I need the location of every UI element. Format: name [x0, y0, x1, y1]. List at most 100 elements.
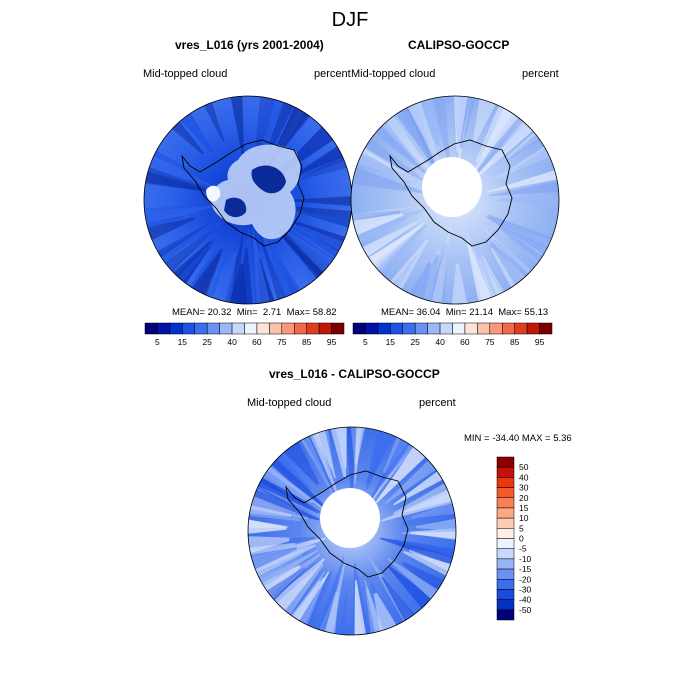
field-streak [388, 566, 437, 613]
field-streak [399, 464, 444, 498]
field-streak [401, 532, 456, 539]
colorbar-swatch [496, 517, 515, 529]
colorbar-swatch [496, 558, 515, 570]
field-streak [153, 233, 198, 266]
field-streak [430, 96, 450, 166]
field-streak [381, 434, 416, 483]
panel3-stats: MIN = -34.40 MAX = 5.36 [464, 433, 572, 444]
colorbar-swatch [352, 322, 366, 335]
colorbar-swatch [281, 322, 295, 335]
field-streak [500, 226, 553, 265]
field-streak [508, 237, 548, 268]
field-streak [289, 580, 321, 626]
panel3-title: vres_L016 - CALIPSO-GOCCP [269, 367, 440, 381]
field-streak [285, 230, 338, 276]
colorbar-swatch [439, 322, 453, 335]
field-streak [481, 103, 522, 159]
field-streak [504, 128, 544, 161]
panel3-missing-data-hole [320, 488, 380, 548]
colorbar-swatch [219, 322, 233, 335]
field-streak [280, 437, 320, 486]
field-streak [389, 255, 418, 292]
field-streak [261, 96, 292, 157]
field-streak [501, 226, 552, 258]
field-streak [401, 561, 449, 596]
field-streak [302, 430, 336, 495]
colorbar-tick-label: 25 [202, 337, 212, 347]
colorbar-swatch [496, 579, 515, 590]
colorbar-tick-label: -50 [519, 605, 532, 615]
field-streak [226, 232, 244, 304]
field-streak [276, 229, 328, 283]
colorbar-swatch [514, 322, 528, 335]
field-streak [144, 170, 222, 195]
field-streak [354, 427, 363, 484]
panel2-left-label: Mid-topped cloud [351, 68, 436, 80]
field-streak [370, 427, 397, 478]
field-streak [471, 110, 529, 180]
field-streak [420, 96, 443, 151]
colorbar-tick-label: -15 [519, 564, 532, 574]
field-streak [284, 221, 344, 260]
field-streak [265, 240, 301, 303]
colorbar-tick-label: 30 [519, 483, 529, 493]
antarctica-coastline-icon [285, 470, 409, 578]
panel1-title: vres_L016 (yrs 2001-2004) [175, 38, 324, 52]
colorbar-swatch [269, 322, 283, 335]
panel2-missing-data-hole [422, 157, 482, 217]
colorbar-tick-label: 15 [386, 337, 396, 347]
colorbar-swatch [318, 322, 332, 335]
field-streak [160, 226, 217, 276]
field-streak [367, 224, 427, 278]
colorbar-tick-label: 5 [519, 523, 524, 533]
field-streak [144, 165, 214, 193]
panel2-title: CALIPSO-GOCCP [408, 38, 510, 52]
field-streak [381, 576, 418, 626]
colorbar-swatch [496, 477, 515, 488]
colorbar-tick-label: 15 [178, 337, 188, 347]
colorbar-tick-label: 85 [510, 337, 520, 347]
field-streak [281, 205, 352, 229]
panel3-right-label: percent [419, 397, 456, 409]
field-streak [364, 223, 424, 272]
colorbar-swatch [377, 322, 391, 335]
colorbar-swatch [169, 322, 183, 335]
colorbar-swatch [477, 322, 491, 335]
colorbar-tick-label: 50 [519, 462, 529, 472]
colorbar-tick-label: 20 [519, 493, 529, 503]
field-streak [387, 558, 443, 603]
field-streak [174, 224, 228, 286]
colorbar-tick-label: -10 [519, 554, 532, 564]
field-streak [407, 262, 432, 304]
colorbar-panel1: 5 15 25 40 60 75 85 95 [144, 322, 345, 347]
colorbar-swatch [502, 322, 515, 335]
field-streak [364, 220, 427, 270]
colorbar-swatch [496, 487, 515, 498]
field-streak [472, 96, 499, 143]
colorbar-tick-label: 5 [363, 337, 368, 347]
field-streak [248, 494, 309, 520]
colorbar-tick-label: 75 [485, 337, 495, 347]
colorbar-swatch [539, 322, 553, 335]
field-streak [375, 442, 429, 504]
colorbar-swatch [496, 456, 515, 468]
field-streak [148, 147, 212, 183]
field-streak [235, 248, 254, 304]
panel2-map [350, 95, 560, 305]
field-streak [268, 558, 326, 615]
field-streak [314, 427, 336, 479]
colorbar-swatch [390, 322, 403, 335]
panel1-right-label: percent [314, 68, 351, 80]
colorbar-swatch [414, 322, 428, 335]
field-streak [351, 213, 404, 238]
field-streak [152, 222, 211, 261]
field-streak [402, 550, 456, 579]
field-streak [248, 518, 287, 535]
colorbar-swatch [489, 322, 503, 335]
field-streak [299, 225, 348, 254]
field-streak [358, 135, 424, 181]
field-streak [357, 215, 428, 259]
field-streak [176, 108, 213, 153]
